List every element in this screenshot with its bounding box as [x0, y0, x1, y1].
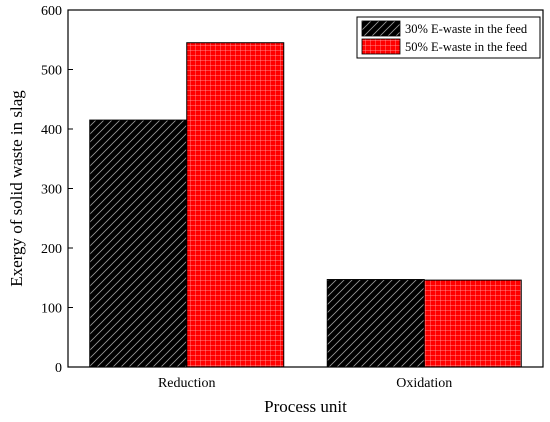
legend-entry-50pct: 50% E-waste in the feed: [405, 40, 528, 54]
legend-swatch-30pct: [361, 20, 401, 37]
y-axis: 0 100 200 300 400 500 600: [41, 4, 73, 376]
y-tick-label: 0: [55, 361, 62, 376]
legend-entry-30pct: 30% E-waste in the feed: [405, 22, 528, 36]
bar-reduction-series-1: [186, 42, 285, 368]
y-tick-label: 300: [41, 183, 62, 198]
x-axis: Reduction Oxidation: [158, 362, 452, 391]
bars-layer: [89, 42, 522, 368]
y-tick-label: 600: [41, 4, 62, 19]
bar-oxidation-series-0: [326, 279, 425, 368]
x-tick-label-reduction: Reduction: [158, 376, 216, 391]
y-tick-label: 400: [41, 123, 62, 138]
y-tick-label: 100: [41, 302, 62, 317]
x-tick-label-oxidation: Oxidation: [396, 376, 452, 391]
bar-reduction-series-0: [89, 119, 188, 368]
x-axis-label: Process unit: [264, 397, 347, 416]
y-tick-label: 500: [41, 64, 62, 79]
bar-oxidation-series-1: [423, 279, 522, 368]
legend-swatch-50pct: [361, 38, 401, 55]
y-tick-label: 200: [41, 242, 62, 257]
y-axis-label: Exergy of solid waste in slag: [7, 90, 26, 287]
legend: 30% E-waste in the feed 50% E-waste in t…: [356, 16, 541, 59]
